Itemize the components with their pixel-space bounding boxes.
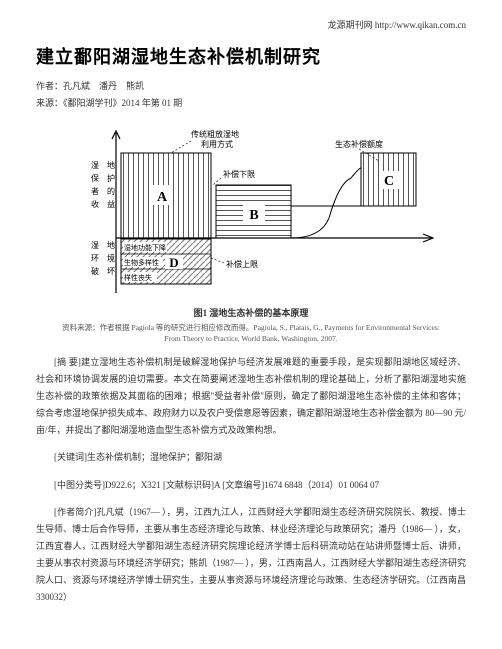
eco-amount: 生态补偿额度 xyxy=(335,139,383,149)
source-line: 来源：《鄱阳湖学刊》2014 年第 01 期 xyxy=(36,96,466,109)
diagram: A B C D 湿地功能下降 生物多样性 样性丧失 传统粗放湿地 利用方式 生态… xyxy=(61,123,441,298)
author-bio: [作者简介]孔凡斌（1967— ），男，江西九江人，江西财经大学鄱阳湖生态经济研… xyxy=(36,504,466,607)
label-c: C xyxy=(384,174,394,189)
label-a: A xyxy=(157,190,168,205)
comp-lower: 补偿下限 xyxy=(223,169,255,179)
label-b: B xyxy=(249,208,258,223)
bio-decline: 生物多样性 xyxy=(124,258,159,267)
func-decline: 湿地功能下降 xyxy=(124,243,166,252)
label-d: D xyxy=(169,255,178,270)
author-line: 作者：孔凡斌 潘丹 熊凯 xyxy=(36,79,466,92)
left-top-2: 保 护 xyxy=(91,173,115,183)
figure-source: 资料来源：作者根据 Pagiola 等的研究进行相应修改而得。Pagiola, … xyxy=(36,323,466,344)
left-bot-1: 湿 地 xyxy=(91,240,115,250)
comp-upper: 补偿上限 xyxy=(226,259,258,269)
top-method2: 利用方式 xyxy=(201,139,233,149)
abstract: [摘 要]建立湿地生态补偿机制是破解湿地保护与经济发展难题的重要手段，是实现鄱阳… xyxy=(36,354,466,439)
left-top-4: 收 益 xyxy=(91,199,115,209)
top-method: 传统粗放湿地 xyxy=(191,129,239,139)
char-loss: 样性丧失 xyxy=(124,273,152,282)
left-bot-2: 环 境 xyxy=(91,253,115,263)
page-title: 建立鄱阳湖湿地生态补偿机制研究 xyxy=(36,43,466,69)
classification: [中图分类号]D922.6；X321 [文献标识码]A [文章编号]1674 6… xyxy=(36,477,466,494)
left-bot-3: 破 坏 xyxy=(91,266,115,276)
site-link: 龙源期刊网 http://www.qikan.com.cn xyxy=(36,18,466,31)
keywords: [关键词]生态补偿机制；湿地保护；鄱阳湖 xyxy=(36,449,466,466)
figure-caption: 图1 湿地生态补偿的基本原理 xyxy=(36,306,466,319)
left-top-3: 者 的 xyxy=(91,186,115,196)
left-top-1: 湿 地 xyxy=(91,160,115,170)
